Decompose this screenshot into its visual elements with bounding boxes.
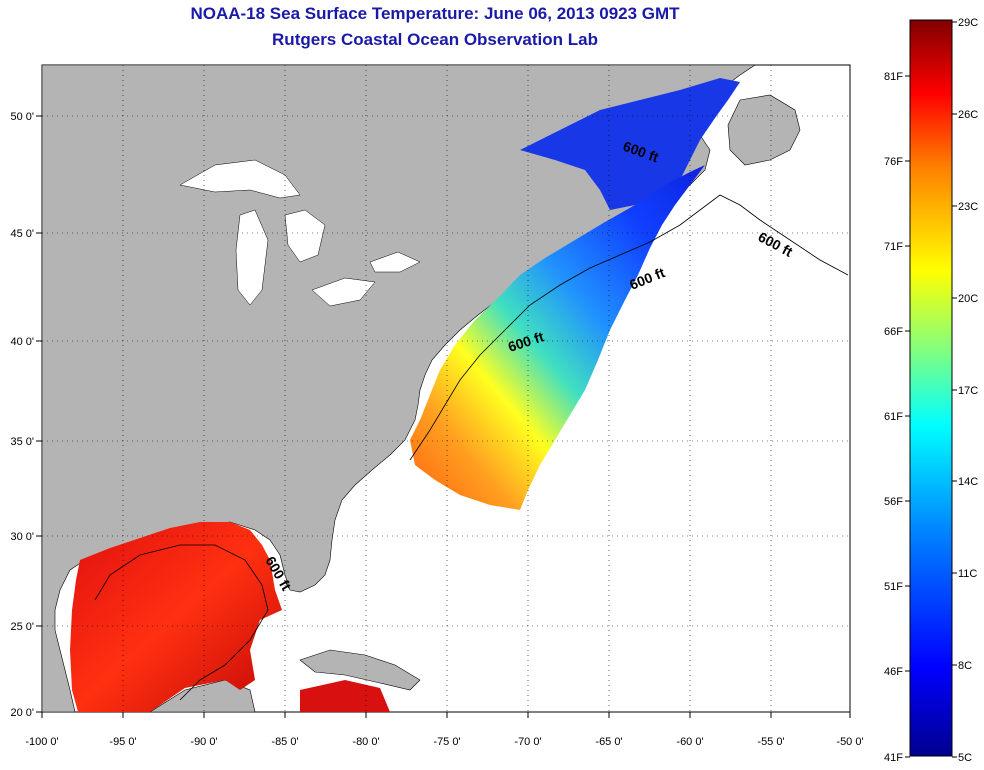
colorbar-label-f: 51F xyxy=(884,581,903,593)
map-title: NOAA-18 Sea Surface Temperature: June 06… xyxy=(190,4,680,23)
gulf-isobath xyxy=(94,544,269,701)
colorbar-label-f: 41F xyxy=(884,752,903,764)
lon-tick-label: -60 0' xyxy=(676,736,703,748)
lon-tick-label: -75 0' xyxy=(433,736,460,748)
lat-tick-label: 40 0' xyxy=(10,336,34,348)
colorbar-label-c: 11C xyxy=(958,568,977,580)
isobath-contour xyxy=(409,194,849,461)
colorbar-label-f: 81F xyxy=(884,71,903,83)
colorbar-label-f: 71F xyxy=(884,241,903,253)
colorbar xyxy=(909,19,953,757)
colorbar-label-c: 29C xyxy=(958,17,978,29)
lat-tick-label: 35 0' xyxy=(10,436,34,448)
lat-tick-label: 30 0' xyxy=(10,531,34,543)
lon-tick-label: -55 0' xyxy=(757,736,784,748)
great-lakes xyxy=(179,159,421,307)
colorbar-label-f: 56F xyxy=(884,496,903,508)
lon-tick-label: -85 0' xyxy=(271,736,298,748)
colorbar-label-f: 76F xyxy=(884,156,903,168)
gulf-sst xyxy=(70,522,282,712)
lon-tick-label: -65 0' xyxy=(595,736,622,748)
lon-tick-label: -50 0' xyxy=(836,736,863,748)
longitude-axis: -100 0' -95 0' -90 0' -85 0' -80 0' -75 0' -70… xyxy=(25,712,864,748)
lon-tick-label: -100 0' xyxy=(25,736,58,748)
colorbar-label-f: 46F xyxy=(884,666,903,678)
lat-tick-label: 45 0' xyxy=(10,228,34,240)
colorbar-label-c: 20C xyxy=(958,293,978,305)
lat-tick-label: 20 0' xyxy=(10,707,34,719)
lon-tick-label: -70 0' xyxy=(514,736,541,748)
land-cuba xyxy=(299,649,421,691)
colorbar-fahrenheit-labels: 81F 76F 71F 66F 61F 56F 51F 46F 41F xyxy=(884,71,910,764)
colorbar-label-f: 66F xyxy=(884,326,903,338)
colorbar-label-c: 8C xyxy=(958,660,972,672)
colorbar-label-c: 17C xyxy=(958,385,978,397)
lat-tick-label: 25 0' xyxy=(10,621,34,633)
colorbar-label-f: 61F xyxy=(884,411,903,423)
caribbean-sst xyxy=(300,680,390,712)
stlawrence-sst xyxy=(520,78,740,210)
lon-tick-label: -90 0' xyxy=(190,736,217,748)
colorbar-label-c: 23C xyxy=(958,201,978,213)
lat-tick-label: 50 0' xyxy=(10,111,34,123)
colorbar-label-c: 26C xyxy=(958,109,978,121)
latitude-axis: 20 0' 25 0' 30 0' 35 0' 40 0' 45 0' 50 0' xyxy=(10,111,42,719)
colorbar-celsius-labels: 29C 26C 23C 20C 17C 14C 11C 8C 5C xyxy=(952,17,978,764)
atlantic-sst xyxy=(410,165,705,510)
map-subtitle: Rutgers Coastal Ocean Observation Lab xyxy=(272,30,598,49)
lon-tick-label: -80 0' xyxy=(352,736,379,748)
land-newfoundland xyxy=(727,94,801,166)
lon-tick-label: -95 0' xyxy=(109,736,136,748)
colorbar-label-c: 14C xyxy=(958,476,978,488)
colorbar-label-c: 5C xyxy=(958,752,972,764)
